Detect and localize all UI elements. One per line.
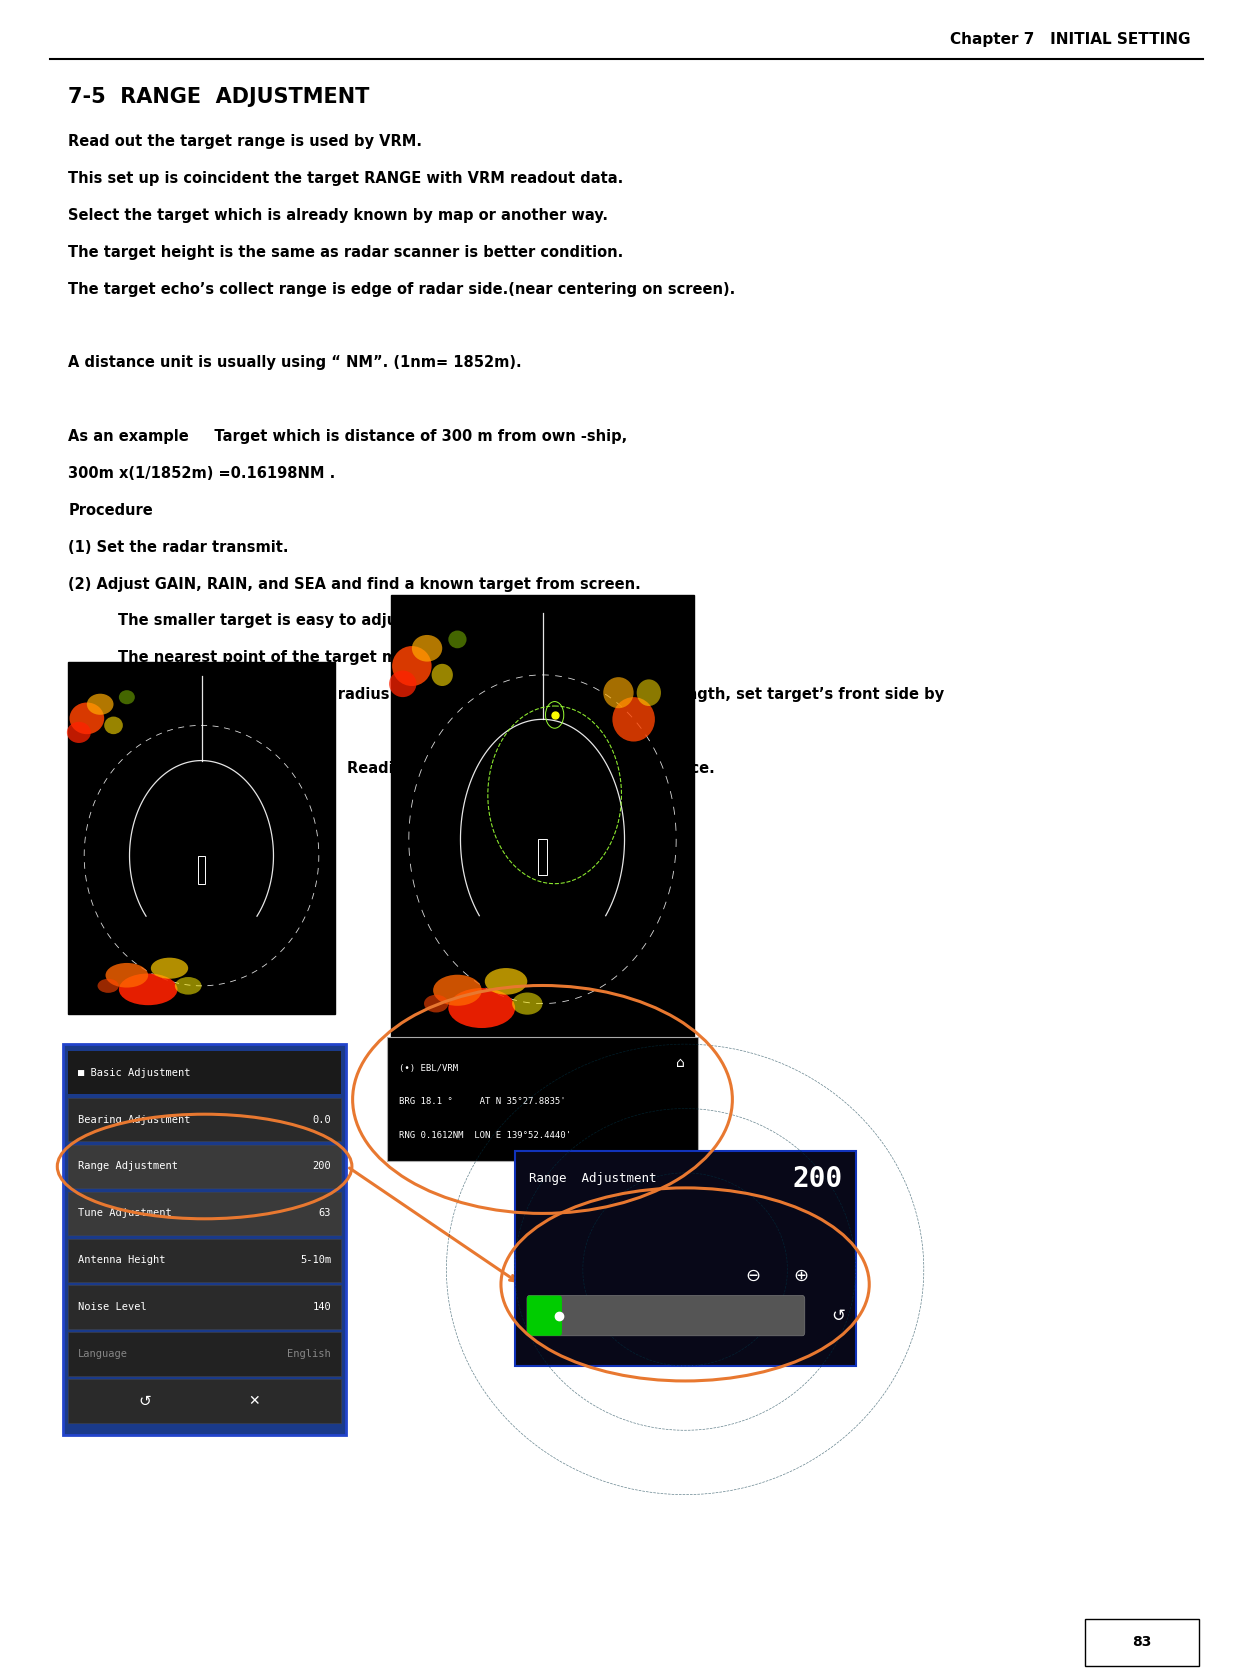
- Text: A distance unit is usually using “ NM”. (1nm= 1852m).: A distance unit is usually using “ NM”. …: [68, 355, 522, 370]
- Text: Range Adjustment: Range Adjustment: [78, 1161, 179, 1172]
- Text: ■ Basic Adjustment: ■ Basic Adjustment: [78, 1068, 191, 1078]
- Text: ✕: ✕: [248, 1394, 259, 1408]
- Ellipse shape: [412, 635, 443, 662]
- Text: English: English: [288, 1349, 331, 1359]
- Text: ⌂: ⌂: [676, 1056, 684, 1069]
- Text: ↺: ↺: [138, 1394, 151, 1408]
- Ellipse shape: [105, 964, 149, 987]
- Ellipse shape: [104, 717, 123, 734]
- Ellipse shape: [389, 670, 417, 697]
- Text: As an example     Target which is distance of 300 m from own -ship,: As an example Target which is distance o…: [68, 429, 627, 444]
- Text: This set up is coincident the target RANGE with VRM readout data.: This set up is coincident the target RAN…: [68, 171, 624, 186]
- Text: ⊖: ⊖: [745, 1267, 761, 1285]
- Ellipse shape: [98, 979, 119, 992]
- FancyBboxPatch shape: [68, 1239, 341, 1282]
- Text: The target echo’s collect range is edge of radar side.(near centering on screen): The target echo’s collect range is edge …: [68, 282, 735, 297]
- Text: The smaller target is easy to adjust range.: The smaller target is easy to adjust ran…: [118, 613, 471, 628]
- FancyBboxPatch shape: [68, 1192, 341, 1235]
- Text: Range  Adjustment: Range Adjustment: [529, 1172, 657, 1185]
- FancyBboxPatch shape: [68, 1285, 341, 1329]
- FancyBboxPatch shape: [1085, 1619, 1199, 1666]
- Text: Select the target which is already known by map or another way.: Select the target which is already known…: [68, 208, 608, 223]
- Ellipse shape: [512, 992, 543, 1014]
- Text: Reading of VRM is set as an actual distance.: Reading of VRM is set as an actual dista…: [347, 761, 715, 776]
- Text: ⊕: ⊕: [794, 1267, 808, 1285]
- Ellipse shape: [433, 975, 481, 1006]
- Ellipse shape: [613, 697, 655, 741]
- Ellipse shape: [151, 957, 188, 979]
- Ellipse shape: [119, 691, 135, 704]
- Text: The nearest point of the target must be set as an actual distance.: The nearest point of the target must be …: [118, 650, 666, 665]
- Text: BRG 18.1 °     AT N 35°27.8835': BRG 18.1 ° AT N 35°27.8835': [399, 1098, 565, 1106]
- Text: (•) EBL/VRM: (•) EBL/VRM: [399, 1064, 459, 1073]
- Text: (2) Adjust GAIN, RAIN, and SEA and find a known target from screen.: (2) Adjust GAIN, RAIN, and SEA and find …: [68, 577, 641, 592]
- Ellipse shape: [636, 679, 661, 706]
- Ellipse shape: [485, 969, 527, 994]
- FancyBboxPatch shape: [387, 1037, 698, 1161]
- Text: Procedure: Procedure: [68, 503, 153, 518]
- Text: (1) Set the radar transmit.: (1) Set the radar transmit.: [68, 540, 289, 555]
- Text: 200: 200: [312, 1161, 331, 1172]
- Text: 7-5  RANGE  ADJUSTMENT: 7-5 RANGE ADJUSTMENT: [68, 87, 370, 107]
- FancyBboxPatch shape: [68, 1051, 341, 1094]
- FancyBboxPatch shape: [68, 662, 335, 1014]
- Text: 63: 63: [319, 1208, 331, 1218]
- Text: Antenna Height: Antenna Height: [78, 1255, 166, 1265]
- Text: Noise Level: Noise Level: [78, 1302, 146, 1312]
- Text: 5-10m: 5-10m: [300, 1255, 331, 1265]
- Ellipse shape: [603, 677, 634, 709]
- FancyBboxPatch shape: [63, 1044, 346, 1435]
- Ellipse shape: [175, 977, 201, 994]
- Text: Tune Adjustment: Tune Adjustment: [78, 1208, 172, 1218]
- Ellipse shape: [87, 694, 114, 716]
- Text: 0.0: 0.0: [312, 1115, 331, 1125]
- Text: ↺: ↺: [831, 1307, 846, 1324]
- Ellipse shape: [449, 989, 515, 1027]
- FancyBboxPatch shape: [515, 1151, 856, 1366]
- Ellipse shape: [119, 974, 177, 1006]
- Ellipse shape: [424, 994, 449, 1012]
- Text: Language: Language: [78, 1349, 128, 1359]
- Text: Chapter 7   INITIAL SETTING: Chapter 7 INITIAL SETTING: [950, 32, 1190, 47]
- Text: RNG 0.1612NM  LON E 139°52.4440': RNG 0.1612NM LON E 139°52.4440': [399, 1131, 572, 1140]
- FancyBboxPatch shape: [391, 595, 694, 1039]
- Text: Since the target length of radius direction proportion to the pulse length, set : Since the target length of radius direct…: [118, 687, 944, 702]
- Text: Read out the target range is used by VRM.: Read out the target range is used by VRM…: [68, 134, 422, 149]
- Ellipse shape: [69, 702, 104, 734]
- FancyBboxPatch shape: [527, 1296, 805, 1336]
- Ellipse shape: [67, 722, 91, 742]
- Text: Bearing Adjustment: Bearing Adjustment: [78, 1115, 191, 1125]
- Text: 83: 83: [1132, 1636, 1152, 1649]
- Text: The target height is the same as radar scanner is better condition.: The target height is the same as radar s…: [68, 245, 624, 260]
- FancyBboxPatch shape: [68, 1379, 341, 1423]
- FancyBboxPatch shape: [527, 1296, 562, 1336]
- Text: 140: 140: [312, 1302, 331, 1312]
- FancyBboxPatch shape: [68, 1145, 341, 1188]
- FancyBboxPatch shape: [68, 1332, 341, 1376]
- FancyBboxPatch shape: [68, 1098, 341, 1141]
- Ellipse shape: [432, 664, 453, 685]
- Ellipse shape: [392, 645, 432, 685]
- Text: 200: 200: [792, 1165, 843, 1193]
- Text: 300m x(1/1852m) =0.16198NM .: 300m x(1/1852m) =0.16198NM .: [68, 466, 336, 481]
- Ellipse shape: [449, 630, 466, 649]
- Text: VRM.: VRM.: [118, 724, 161, 739]
